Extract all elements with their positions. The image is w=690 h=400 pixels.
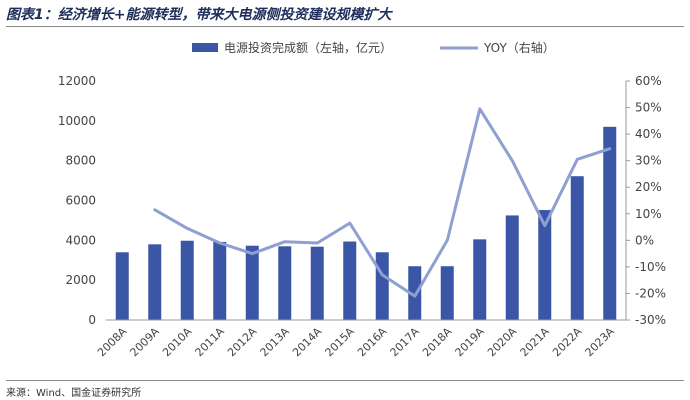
bar bbox=[213, 241, 227, 320]
left-tick-label: 12000 bbox=[58, 74, 96, 88]
bar bbox=[538, 210, 552, 320]
right-tick-label: 20% bbox=[635, 180, 662, 194]
x-tick-label: 2015A bbox=[323, 325, 358, 360]
x-tick-label: 2018A bbox=[420, 325, 455, 360]
legend-label-bar: 电源投资完成额（左轴，亿元） bbox=[224, 40, 392, 55]
bar bbox=[245, 245, 259, 320]
yoy-line bbox=[153, 107, 612, 298]
right-tick-label: -20% bbox=[635, 286, 666, 300]
bar bbox=[440, 266, 454, 320]
left-tick-label: 0 bbox=[88, 313, 96, 327]
left-tick-label: 10000 bbox=[58, 114, 96, 128]
bar bbox=[375, 252, 389, 320]
x-tick-label: 2017A bbox=[388, 325, 423, 360]
legend-label-line: YOY（右轴） bbox=[483, 40, 555, 55]
x-tick-label: 2011A bbox=[193, 325, 228, 360]
left-tick-label: 2000 bbox=[65, 273, 96, 287]
right-tick-label: -10% bbox=[635, 260, 666, 274]
x-tick-label: 2019A bbox=[453, 325, 488, 360]
chart-title: 图表1：经济增长+能源转型，带来大电源侧投资建设规模扩大 bbox=[6, 7, 392, 23]
left-tick-label: 8000 bbox=[65, 154, 96, 168]
bar bbox=[408, 266, 422, 320]
x-tick-label: 2014A bbox=[290, 325, 325, 360]
x-tick-label: 2013A bbox=[258, 325, 293, 360]
right-tick-label: -30% bbox=[635, 313, 666, 327]
bar-series bbox=[115, 126, 617, 320]
bar bbox=[310, 246, 324, 320]
right-tick-label: 50% bbox=[635, 101, 662, 115]
source-note: 来源：Wind、国金证券研究所 bbox=[6, 388, 142, 399]
bar bbox=[115, 252, 129, 320]
legend-swatch-bar bbox=[192, 43, 218, 52]
bar bbox=[570, 176, 584, 320]
x-tick-label: 2010A bbox=[160, 325, 195, 360]
x-tick-label: 2021A bbox=[518, 325, 553, 360]
x-tick-label: 2016A bbox=[355, 325, 390, 360]
bar bbox=[343, 241, 357, 320]
legend: 电源投资完成额（左轴，亿元） YOY（右轴） bbox=[192, 40, 555, 55]
bar bbox=[148, 244, 162, 320]
right-tick-label: 40% bbox=[635, 127, 662, 141]
right-y-axis: -30% -20% -10% 0% 10% 20% 30% 40% 50% 60% bbox=[625, 74, 666, 327]
bar bbox=[180, 240, 194, 320]
yoy-line-series bbox=[153, 107, 612, 298]
right-tick-label: 0% bbox=[635, 233, 654, 247]
x-tick-label: 2009A bbox=[128, 325, 163, 360]
x-tick-label: 2020A bbox=[485, 325, 520, 360]
x-tick-label: 2022A bbox=[550, 325, 585, 360]
right-tick-label: 60% bbox=[635, 74, 662, 88]
x-tick-label: 2023A bbox=[583, 325, 618, 360]
x-tick-label: 2008A bbox=[95, 325, 130, 360]
footer-divider bbox=[6, 380, 684, 381]
bar bbox=[278, 246, 292, 320]
left-tick-label: 6000 bbox=[65, 194, 96, 208]
bar bbox=[603, 126, 617, 320]
left-y-axis: 0 2000 4000 6000 8000 10000 12000 bbox=[58, 74, 96, 327]
bar bbox=[473, 239, 487, 320]
x-axis: 2008A2009A2010A2011A2012A2013A2014A2015A… bbox=[95, 319, 626, 360]
x-tick-label: 2012A bbox=[225, 325, 260, 360]
right-tick-label: 10% bbox=[635, 207, 662, 221]
title-divider bbox=[6, 26, 684, 27]
left-tick-label: 4000 bbox=[65, 233, 96, 247]
bar bbox=[505, 215, 519, 320]
right-tick-label: 30% bbox=[635, 154, 662, 168]
